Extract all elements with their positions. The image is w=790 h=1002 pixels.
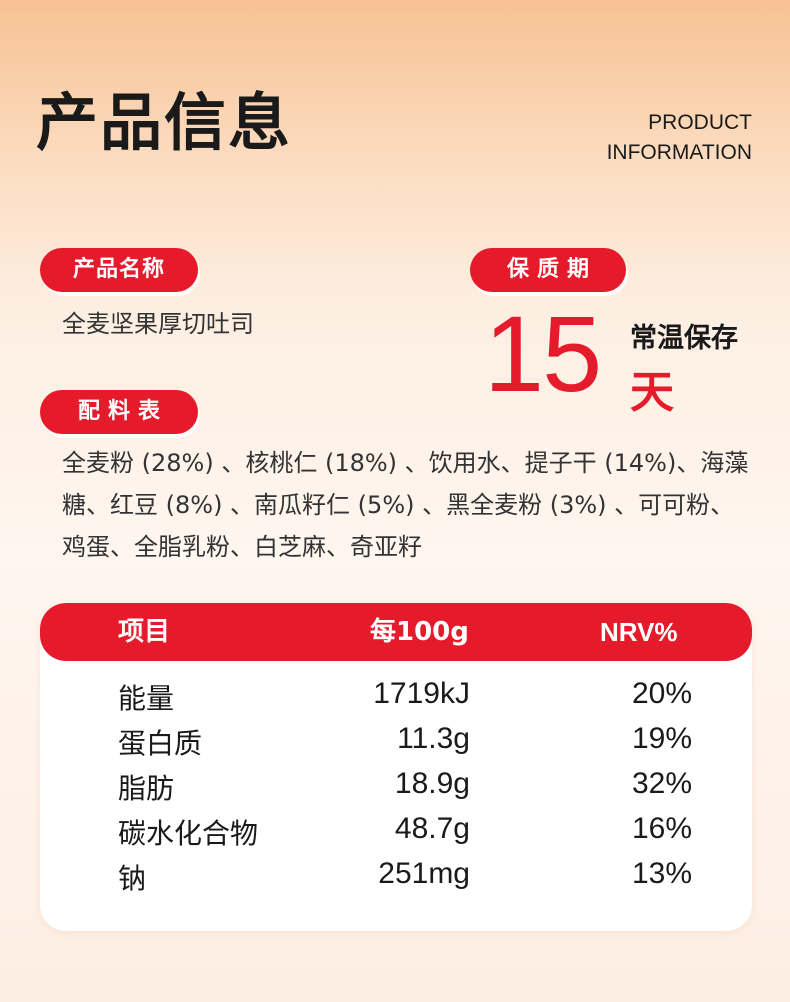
- product-name-label: 产品名称: [40, 248, 198, 292]
- shelf-life-unit: 天: [630, 367, 674, 418]
- table-row: 蛋白质 11.3g 19%: [40, 718, 752, 763]
- page-title-en-line1: PRODUCT: [648, 111, 752, 134]
- table-row: 钠 251mg 13%: [40, 853, 752, 898]
- row-nrv: 32%: [631, 767, 692, 800]
- table-row: 脂肪 18.9g 32%: [40, 763, 752, 808]
- page-title-en-line2: INFORMATION: [606, 141, 752, 164]
- ingredients-text: 全麦粉 (28%) 、核桃仁 (18%) 、饮用水、提子干 (14%)、海藻糖、…: [62, 449, 749, 561]
- row-item: 能量: [118, 682, 175, 715]
- shelf-life-label: 保质期: [470, 248, 626, 292]
- row-nrv: 16%: [631, 812, 692, 845]
- shelf-life-number: 15: [484, 293, 602, 414]
- header-nrv: NRV%: [600, 617, 678, 647]
- row-item: 蛋白质: [118, 727, 203, 760]
- row-item: 钠: [118, 862, 147, 895]
- row-nrv: 20%: [631, 677, 692, 710]
- row-per100g: 11.3g: [397, 722, 470, 755]
- row-per100g: 48.7g: [394, 812, 470, 845]
- row-item: 脂肪: [118, 772, 175, 805]
- row-per100g: 18.9g: [394, 767, 470, 800]
- header-per100g: 每100g: [370, 617, 469, 647]
- table-row: 能量 1719kJ 20%: [40, 673, 752, 718]
- row-per100g: 1719kJ: [373, 677, 470, 710]
- product-name-value: 全麦坚果厚切吐司: [62, 310, 254, 338]
- ingredients-label: 配料表: [40, 390, 198, 434]
- row-nrv: 19%: [631, 722, 692, 755]
- row-item: 碳水化合物: [118, 817, 259, 850]
- row-per100g: 251mg: [378, 857, 470, 890]
- row-nrv: 13%: [631, 857, 692, 890]
- shelf-life-storage: 常温保存: [630, 323, 738, 354]
- table-row: 碳水化合物 48.7g 16%: [40, 808, 752, 853]
- nutrition-table: 项目 每100g NRV% 能量 1719kJ 20% 蛋白质 11.3g 19…: [40, 603, 752, 931]
- nutrition-table-header: 项目 每100g NRV%: [40, 603, 752, 661]
- page-title-en: PRODUCT INFORMATION: [607, 108, 752, 168]
- header-item: 项目: [118, 617, 171, 647]
- page-title: 产品信息: [36, 86, 293, 159]
